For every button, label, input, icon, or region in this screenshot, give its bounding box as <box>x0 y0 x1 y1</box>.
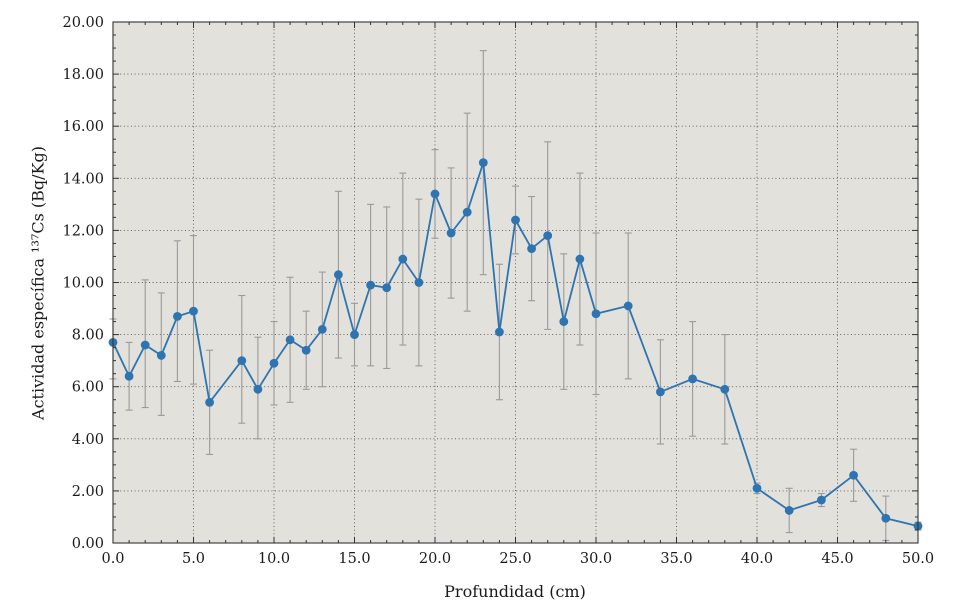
data-point <box>511 215 520 225</box>
data-point <box>334 270 343 280</box>
x-tick-label: 20.0 <box>419 551 451 567</box>
data-point <box>430 189 440 199</box>
x-tick-label: 5.0 <box>182 551 205 567</box>
y-tick-label: 2.00 <box>72 484 104 500</box>
data-point <box>527 244 536 254</box>
y-tick-label: 8.00 <box>72 328 104 344</box>
data-point <box>156 351 166 360</box>
y-tick-label: 18.00 <box>62 67 104 83</box>
y-tick-label: 4.00 <box>72 432 104 448</box>
data-point <box>205 397 215 407</box>
data-point <box>623 301 633 311</box>
data-point <box>189 306 198 316</box>
data-point <box>575 254 585 264</box>
data-point <box>237 356 247 366</box>
data-point <box>366 280 375 290</box>
data-line <box>112 161 919 527</box>
x-tick-label: 25.0 <box>499 551 531 567</box>
data-point <box>543 231 553 241</box>
y-tick-label: 12.00 <box>62 223 104 239</box>
y-tick-label: 14.00 <box>62 171 104 187</box>
data-point <box>173 311 182 321</box>
data-point <box>656 387 665 397</box>
data-point <box>140 340 150 350</box>
data-point <box>591 309 601 319</box>
x-tick-label: 0.0 <box>101 551 124 567</box>
data-point <box>849 470 858 480</box>
x-tick-label: 45.0 <box>821 551 853 567</box>
data-point <box>350 330 359 339</box>
data-point <box>285 335 295 345</box>
x-tick-label: 15.0 <box>338 551 370 567</box>
y-tick-label: 16.00 <box>62 119 104 135</box>
x-tick-label: 35.0 <box>660 551 692 567</box>
y-tick-label: 10.00 <box>62 276 104 292</box>
data-point <box>382 283 392 293</box>
data-point <box>881 513 891 523</box>
y-tick-label: 0.00 <box>72 536 104 552</box>
data-point <box>317 324 327 334</box>
data-point <box>495 327 504 337</box>
data-point <box>269 358 279 368</box>
data-point <box>446 228 456 238</box>
data-point <box>253 384 263 394</box>
data-point <box>720 384 730 394</box>
data-point <box>688 374 697 384</box>
data-point <box>752 483 762 493</box>
data-point <box>124 371 134 381</box>
x-tick-label: 50.0 <box>902 551 934 567</box>
x-tick-label: 10.0 <box>258 551 290 567</box>
data-point <box>478 158 488 168</box>
data-point <box>784 506 794 515</box>
y-tick-label: 6.00 <box>72 380 104 396</box>
data-point <box>817 495 826 505</box>
data-point <box>559 317 569 326</box>
x-tick-label: 30.0 <box>580 551 612 567</box>
y-tick-label: 20.00 <box>62 15 104 31</box>
data-point <box>398 254 408 264</box>
x-tick-label: 40.0 <box>741 551 773 567</box>
data-point <box>462 207 472 217</box>
data-point <box>414 278 424 287</box>
data-point <box>301 345 311 355</box>
